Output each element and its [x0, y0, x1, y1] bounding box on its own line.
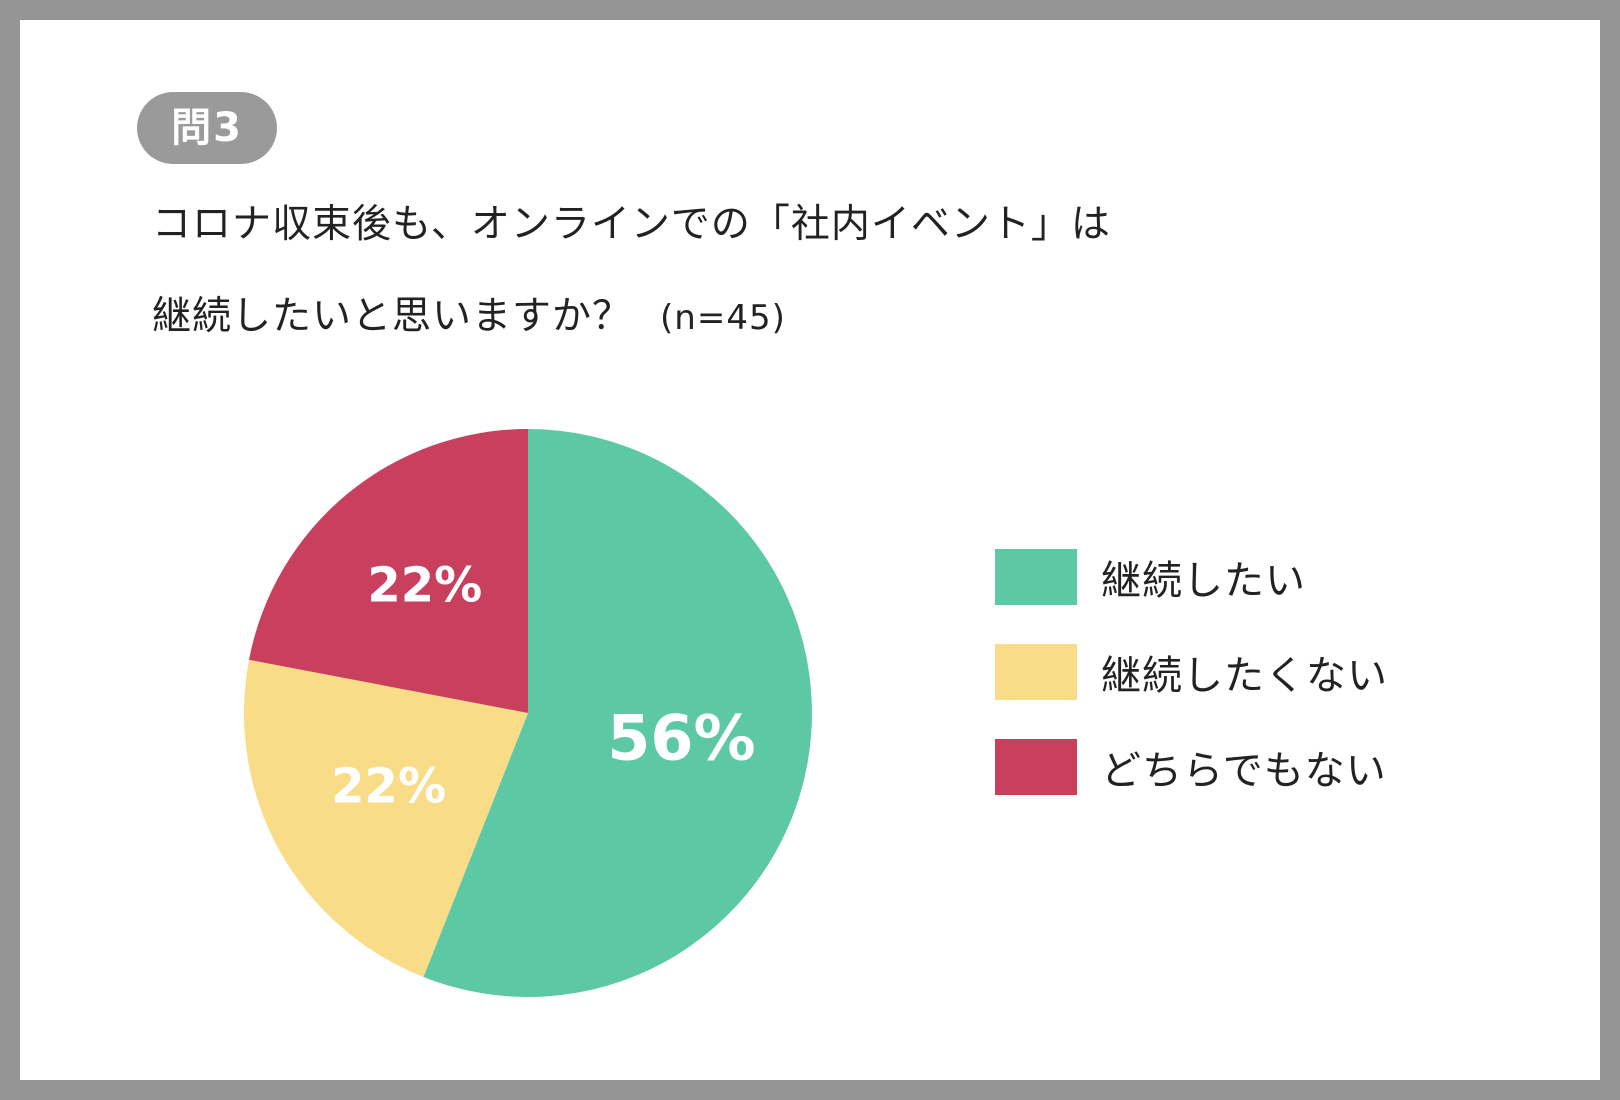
slice-want-to-continue [423, 429, 812, 998]
legend-swatch [995, 739, 1077, 795]
slice-percent-label: 56% [607, 701, 755, 774]
legend-item-dont-want-to-continue: 継続したくない [995, 644, 1388, 700]
slice-percent-label: 22% [331, 759, 446, 815]
question-number-badge: 問3 [137, 92, 277, 164]
legend-item-neither: どちらでもない [995, 739, 1388, 795]
question-title-text: 継続したいと思いますか？ [152, 294, 633, 339]
sample-size: (n=45) [660, 298, 786, 338]
question-title-line2: 継続したいと思いますか？ (n=45) [152, 285, 786, 341]
legend-swatch [995, 644, 1077, 700]
legend-label: どちらでもない [1101, 748, 1387, 794]
slice-dont-want-to-continue [243, 659, 528, 978]
legend-label: 継続したくない [1101, 653, 1388, 699]
legend-label: 継続したい [1101, 558, 1306, 604]
legend-swatch [995, 549, 1077, 605]
legend-item-want-to-continue: 継続したい [995, 549, 1388, 605]
question-title-line1: コロナ収束後も、オンラインでの「社内イベント」は [152, 202, 1111, 247]
legend: 継続したい 継続したくない どちらでもない [995, 549, 1388, 834]
slice-neither [249, 429, 528, 713]
slice-percent-label: 22% [367, 557, 482, 613]
